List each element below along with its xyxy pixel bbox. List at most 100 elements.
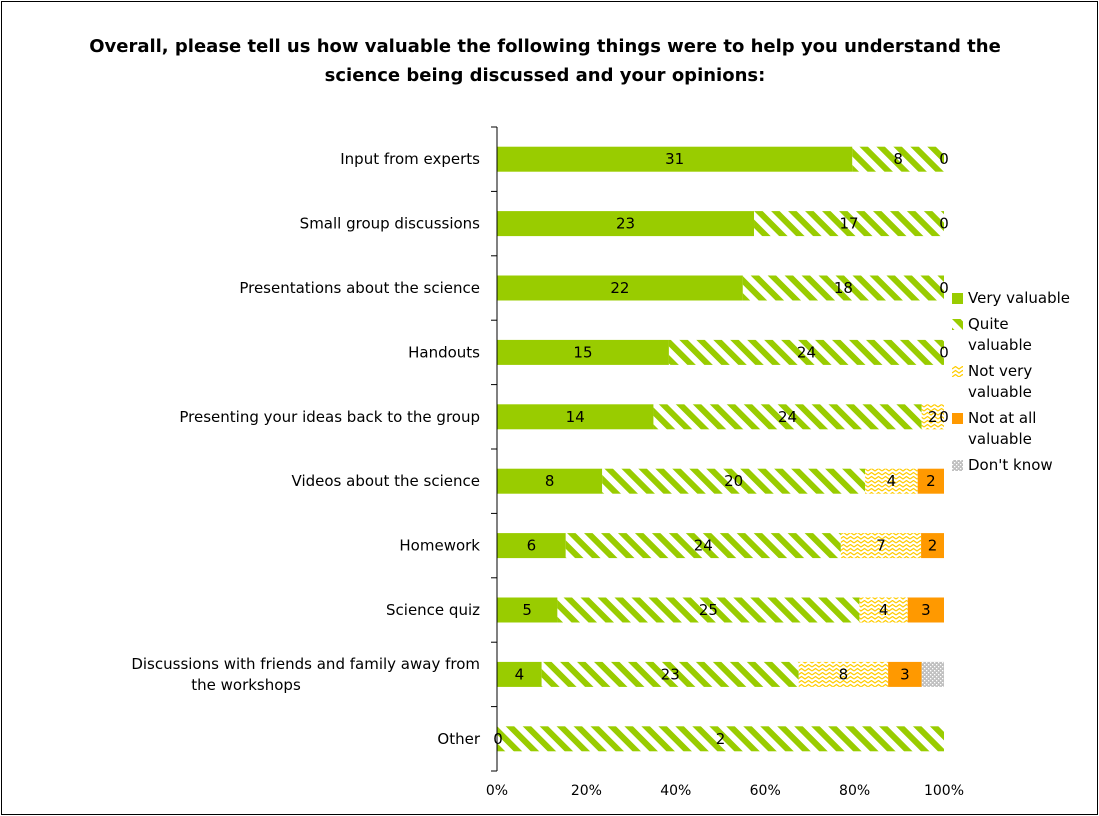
data-label-very-valuable-1: 31 bbox=[665, 150, 684, 168]
data-label-quite-valuable-5: 24 bbox=[778, 408, 797, 426]
legend-swatch-not-very-valuable bbox=[952, 366, 963, 377]
bar-don-t-know-9 bbox=[921, 661, 944, 687]
bar-not-very-valuable-7 bbox=[840, 533, 922, 559]
data-label-not-at-all-valuable-7: 2 bbox=[928, 537, 938, 555]
legend-item-quite-valuable: Quite valuable bbox=[952, 314, 1097, 356]
x-tick-label-2: 40% bbox=[660, 783, 691, 799]
bar-quite-valuable-10 bbox=[497, 726, 944, 752]
data-label-very-valuable-10: 0 bbox=[493, 730, 503, 748]
bar-very-valuable-9 bbox=[497, 661, 542, 687]
legend-swatch-quite-valuable bbox=[952, 319, 963, 330]
category-label-9-line-1: Discussions with friends and family away… bbox=[131, 655, 480, 673]
data-label-not-very-valuable-3: 0 bbox=[939, 279, 949, 297]
legend-label-very-valuable: Very valuable bbox=[968, 289, 1070, 307]
x-tick-label-5: 100% bbox=[924, 783, 964, 799]
bar-quite-valuable-8 bbox=[557, 597, 860, 623]
bar-quite-valuable-7 bbox=[565, 533, 841, 559]
bars-layer bbox=[497, 146, 944, 752]
data-label-very-valuable-5: 14 bbox=[566, 408, 585, 426]
legend-item-don-t-know: Don't know bbox=[952, 455, 1097, 476]
bar-not-at-all-valuable-9 bbox=[888, 661, 922, 687]
bar-not-very-valuable-6 bbox=[865, 468, 918, 494]
category-label-10: Other bbox=[437, 730, 480, 748]
bar-very-valuable-4 bbox=[497, 339, 669, 365]
category-label-1: Input from experts bbox=[340, 150, 480, 168]
legend-swatch-not-at-all-valuable bbox=[952, 413, 963, 424]
data-label-quite-valuable-8: 25 bbox=[699, 601, 718, 619]
legend-label-not-very-valuable: Not very valuable bbox=[968, 362, 1033, 401]
category-label-9-line-2: the workshops bbox=[191, 676, 301, 694]
category-label-5: Presenting your ideas back to the group bbox=[179, 408, 480, 426]
category-label-3: Presentations about the science bbox=[239, 279, 480, 297]
chart-title: Overall, please tell us how valuable the… bbox=[89, 36, 1001, 86]
bar-quite-valuable-9 bbox=[541, 661, 799, 687]
data-labels-layer: 31 8 023 17 022 18 015 24 014 24 2 08 20 4 26 24 7 25 25 4 3… bbox=[493, 150, 949, 748]
legend-swatch-very-valuable bbox=[952, 293, 963, 304]
data-label-quite-valuable-9: 23 bbox=[661, 665, 680, 683]
data-label-not-at-all-valuable-6: 2 bbox=[926, 472, 936, 490]
category-label-6: Videos about the science bbox=[292, 472, 480, 490]
legend-swatch-don-t-know bbox=[952, 460, 963, 471]
data-label-not-very-valuable-2: 0 bbox=[939, 215, 949, 233]
category-label-7: Homework bbox=[399, 537, 480, 555]
legend-label-quite-valuable: Quite valuable bbox=[968, 315, 1032, 354]
data-label-quite-valuable-3: 18 bbox=[834, 279, 853, 297]
legend-item-not-very-valuable: Not very valuable bbox=[952, 361, 1097, 403]
bar-not-at-all-valuable-7 bbox=[921, 533, 944, 559]
bar-not-at-all-valuable-6 bbox=[917, 468, 944, 494]
data-label-very-valuable-3: 22 bbox=[610, 279, 629, 297]
data-label-not-very-valuable-8: 4 bbox=[879, 601, 889, 619]
data-label-not-very-valuable-5: 2 bbox=[928, 408, 938, 426]
legend: Very valuable Quite valuable Not very valu… bbox=[952, 288, 1097, 481]
data-label-not-very-valuable-1: 0 bbox=[939, 150, 949, 168]
data-label-not-at-all-valuable-8: 3 bbox=[921, 601, 931, 619]
bar-very-valuable-7 bbox=[497, 533, 566, 559]
data-label-very-valuable-2: 23 bbox=[616, 215, 635, 233]
bar-not-very-valuable-9 bbox=[798, 661, 889, 687]
data-label-quite-valuable-6: 20 bbox=[724, 472, 743, 490]
legend-item-not-at-all-valuable: Not at all valuable bbox=[952, 408, 1097, 450]
bar-quite-valuable-4 bbox=[668, 339, 944, 365]
data-label-very-valuable-9: 4 bbox=[515, 665, 525, 683]
legend-label-not-at-all-valuable: Not at all valuable bbox=[968, 409, 1037, 448]
data-label-quite-valuable-4: 24 bbox=[797, 343, 816, 361]
bar-very-valuable-3 bbox=[497, 275, 743, 301]
x-tick-label-0: 0% bbox=[486, 783, 508, 799]
data-label-very-valuable-4: 15 bbox=[573, 343, 592, 361]
bar-very-valuable-2 bbox=[497, 211, 755, 237]
category-label-4: Handouts bbox=[408, 343, 480, 361]
data-label-quite-valuable-2: 17 bbox=[839, 215, 858, 233]
legend-label-don-t-know: Don't know bbox=[968, 456, 1053, 474]
x-tick-label-3: 60% bbox=[750, 783, 781, 799]
bar-very-valuable-1 bbox=[497, 146, 853, 172]
data-label-very-valuable-6: 8 bbox=[545, 472, 555, 490]
bar-not-very-valuable-8 bbox=[859, 597, 908, 623]
bar-quite-valuable-6 bbox=[602, 468, 866, 494]
bar-very-valuable-5 bbox=[497, 404, 654, 430]
bar-very-valuable-6 bbox=[497, 468, 603, 494]
data-label-very-valuable-7: 6 bbox=[527, 537, 537, 555]
bar-quite-valuable-3 bbox=[742, 275, 944, 301]
bar-quite-valuable-2 bbox=[754, 211, 944, 237]
data-label-not-very-valuable-6: 4 bbox=[887, 472, 897, 490]
bar-not-at-all-valuable-8 bbox=[907, 597, 944, 623]
data-label-not-very-valuable-7: 7 bbox=[876, 537, 886, 555]
category-label-2: Small group discussions bbox=[300, 215, 481, 233]
data-label-very-valuable-8: 5 bbox=[522, 601, 532, 619]
data-label-not-very-valuable-9: 8 bbox=[839, 665, 849, 683]
category-label-8: Science quiz bbox=[386, 601, 480, 619]
x-tick-label-1: 20% bbox=[571, 783, 602, 799]
bar-not-very-valuable-5 bbox=[921, 404, 944, 430]
data-label-not-at-all-valuable-9: 3 bbox=[900, 665, 910, 683]
bar-very-valuable-8 bbox=[497, 597, 558, 623]
data-label-quite-valuable-10: 2 bbox=[716, 730, 726, 748]
legend-item-very-valuable: Very valuable bbox=[952, 288, 1097, 309]
data-label-not-at-all-valuable-5: 0 bbox=[939, 408, 949, 426]
data-label-quite-valuable-7: 24 bbox=[694, 537, 713, 555]
data-label-quite-valuable-1: 8 bbox=[893, 150, 903, 168]
bar-quite-valuable-5 bbox=[653, 404, 922, 430]
axes-layer: Input from experts Small group discussion… bbox=[131, 126, 964, 799]
bar-quite-valuable-1 bbox=[852, 146, 944, 172]
data-label-not-very-valuable-4: 0 bbox=[939, 343, 949, 361]
